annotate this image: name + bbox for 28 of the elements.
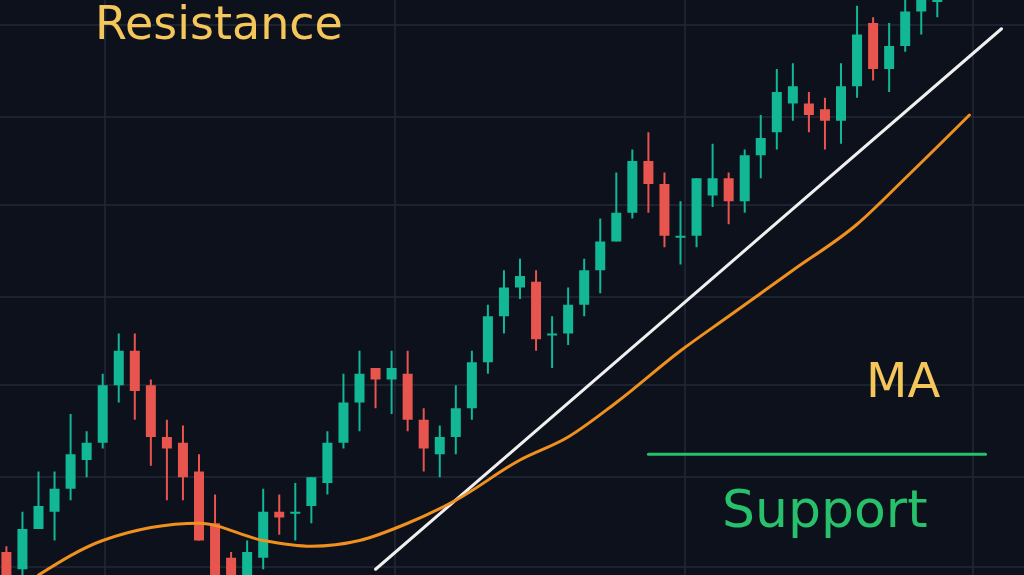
- candlestick: [787, 62, 798, 122]
- candlestick: [884, 22, 895, 93]
- candlestick: [242, 539, 253, 575]
- candlestick: [803, 91, 814, 134]
- candlestick: [33, 470, 44, 530]
- candlestick: [515, 257, 525, 300]
- candlestick: [723, 171, 734, 226]
- candlestick: [161, 418, 172, 502]
- annotation: Support: [722, 478, 928, 541]
- candlestick: [643, 131, 654, 214]
- candlestick: [547, 315, 558, 369]
- candlestick: [916, 0, 927, 36]
- annotation: MA: [866, 352, 941, 410]
- candlestick: [386, 349, 397, 415]
- candlestick: [675, 200, 686, 266]
- candlestick: [819, 96, 830, 151]
- candlestick: [290, 482, 301, 542]
- annotation: Resistance: [95, 0, 343, 52]
- candlestick: [1, 545, 12, 575]
- candlestick: [932, 0, 943, 19]
- candlestick: [755, 114, 766, 180]
- candlestick: [434, 424, 445, 479]
- candlestick: [226, 551, 237, 575]
- candlestick: [707, 142, 718, 208]
- candlestick: [49, 470, 60, 542]
- candlestick: [370, 367, 381, 410]
- candlestick: [81, 430, 92, 479]
- candlestick: [274, 493, 285, 536]
